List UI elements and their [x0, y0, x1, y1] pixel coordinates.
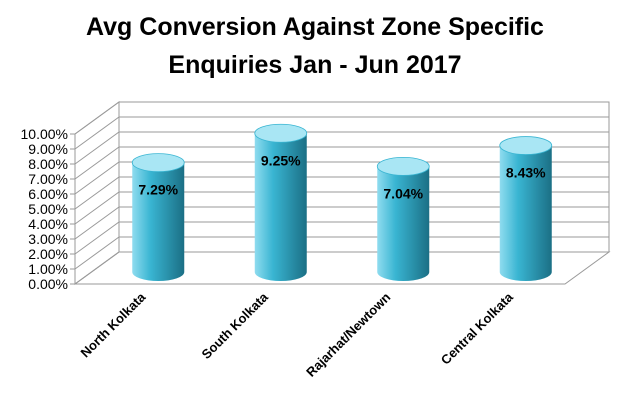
- y-tick-label: 7.00%: [28, 171, 68, 187]
- data-label: 7.04%: [383, 185, 423, 201]
- chart-title: Avg Conversion Against Zone Specific Enq…: [0, 8, 630, 84]
- gridline: [74, 236, 609, 270]
- gridline: [74, 206, 609, 240]
- y-tick-label: 8.00%: [28, 156, 68, 172]
- data-label: 9.25%: [261, 152, 301, 168]
- chart-title-line-2: Enquiries Jan - Jun 2017: [168, 51, 462, 79]
- bar-top: [376, 156, 430, 176]
- bar-top: [499, 136, 553, 155]
- bar-top: [131, 153, 185, 173]
- bar-body: [132, 162, 185, 281]
- gridline: [74, 161, 609, 195]
- category-label: Central Kolkata: [438, 289, 517, 368]
- y-tick-label: 3.00%: [28, 231, 68, 247]
- category-label: North Kolkata: [77, 289, 148, 360]
- category-label: South Kolkata: [198, 289, 271, 362]
- bar: [376, 156, 430, 281]
- y-tick-label: 5.00%: [28, 201, 68, 217]
- bar-top: [254, 123, 308, 143]
- y-tick-label: 4.00%: [28, 216, 68, 232]
- gridline: [74, 131, 609, 165]
- gridline: [74, 221, 609, 255]
- bar: [499, 136, 553, 281]
- bar-body: [377, 166, 430, 281]
- gridline: [74, 116, 609, 150]
- data-label: 7.29%: [138, 182, 178, 198]
- gridline: [74, 176, 609, 210]
- bar: [131, 153, 185, 281]
- gridline: [74, 101, 609, 135]
- y-tick-label: 6.00%: [28, 186, 68, 202]
- y-tick-label: 9.00%: [28, 141, 68, 157]
- y-tick-label: 10.00%: [21, 126, 68, 142]
- bar: [254, 123, 308, 281]
- data-label: 8.43%: [506, 165, 546, 181]
- y-tick-label: 1.00%: [28, 261, 68, 277]
- gridline: [74, 251, 609, 285]
- gridline: [74, 191, 609, 225]
- chart-title-line-1: Avg Conversion Against Zone Specific: [86, 13, 544, 41]
- category-label: Rajarhat/Newtown: [303, 289, 393, 379]
- bar-body: [254, 133, 307, 281]
- y-tick-label: 2.00%: [28, 246, 68, 262]
- gridline: [74, 146, 609, 180]
- bar-body: [499, 145, 552, 281]
- y-tick-label: 0.00%: [28, 276, 68, 292]
